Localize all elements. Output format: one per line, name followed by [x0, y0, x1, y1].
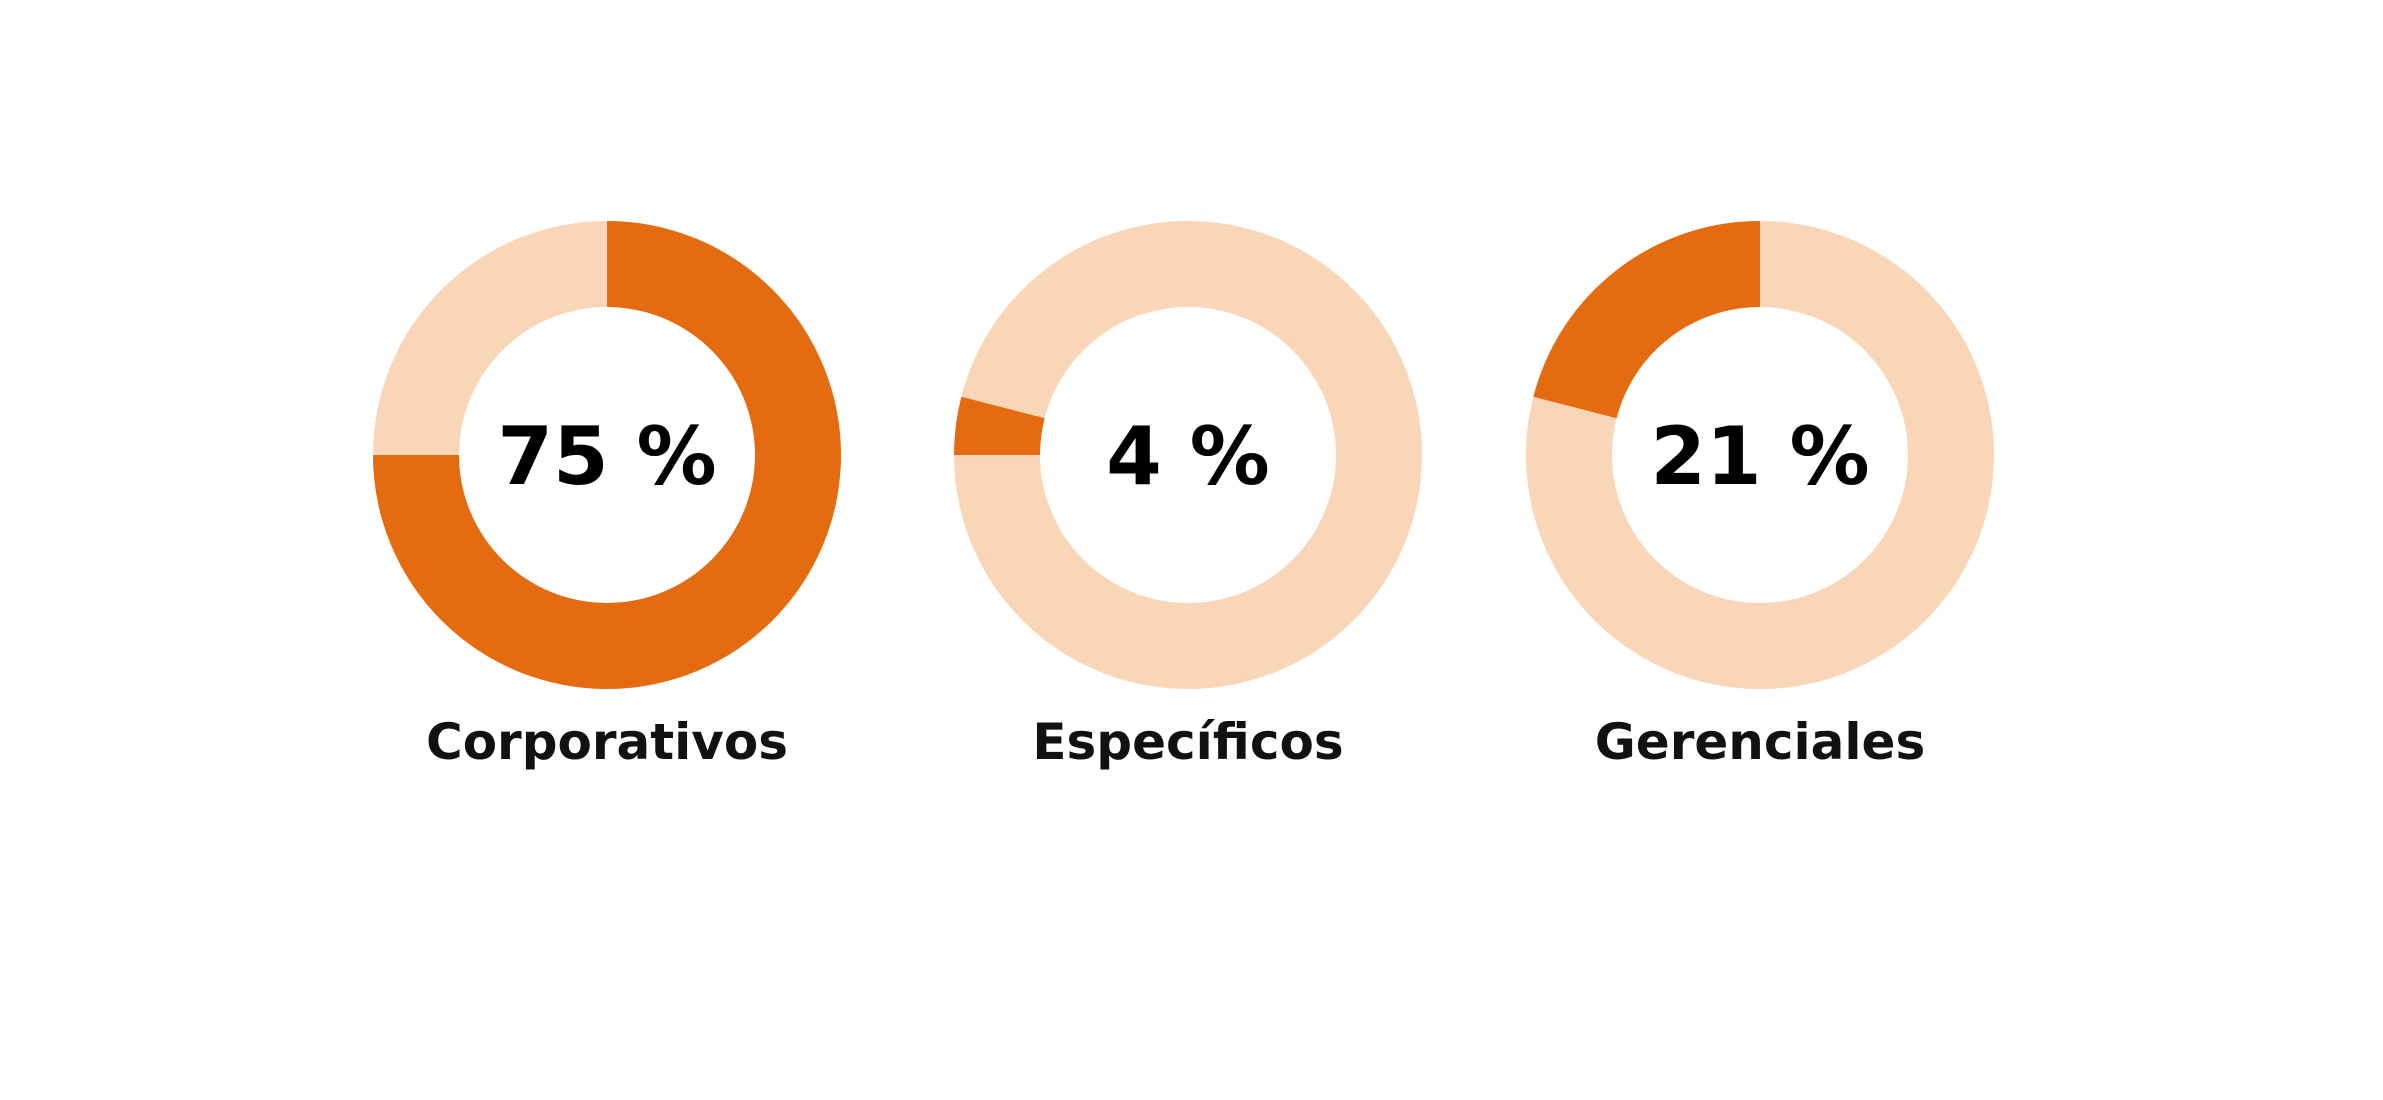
slice-corporativos	[373, 221, 841, 689]
category-label-gerenciales: Gerenciales	[1595, 713, 1925, 771]
value-label-gerenciales: 21 %	[1650, 410, 1869, 503]
category-label-corporativos: Corporativos	[426, 713, 788, 771]
donut-especificos	[954, 221, 1422, 689]
category-label-especificos: Específicos	[1032, 713, 1343, 771]
donut-gerenciales	[1526, 221, 1994, 689]
value-label-corporativos: 75 %	[497, 410, 716, 503]
slice-especificos	[954, 396, 1045, 455]
donut-corporativos	[373, 221, 841, 689]
value-label-especificos: 4 %	[1106, 410, 1270, 503]
slice-gerenciales	[1533, 221, 1760, 419]
